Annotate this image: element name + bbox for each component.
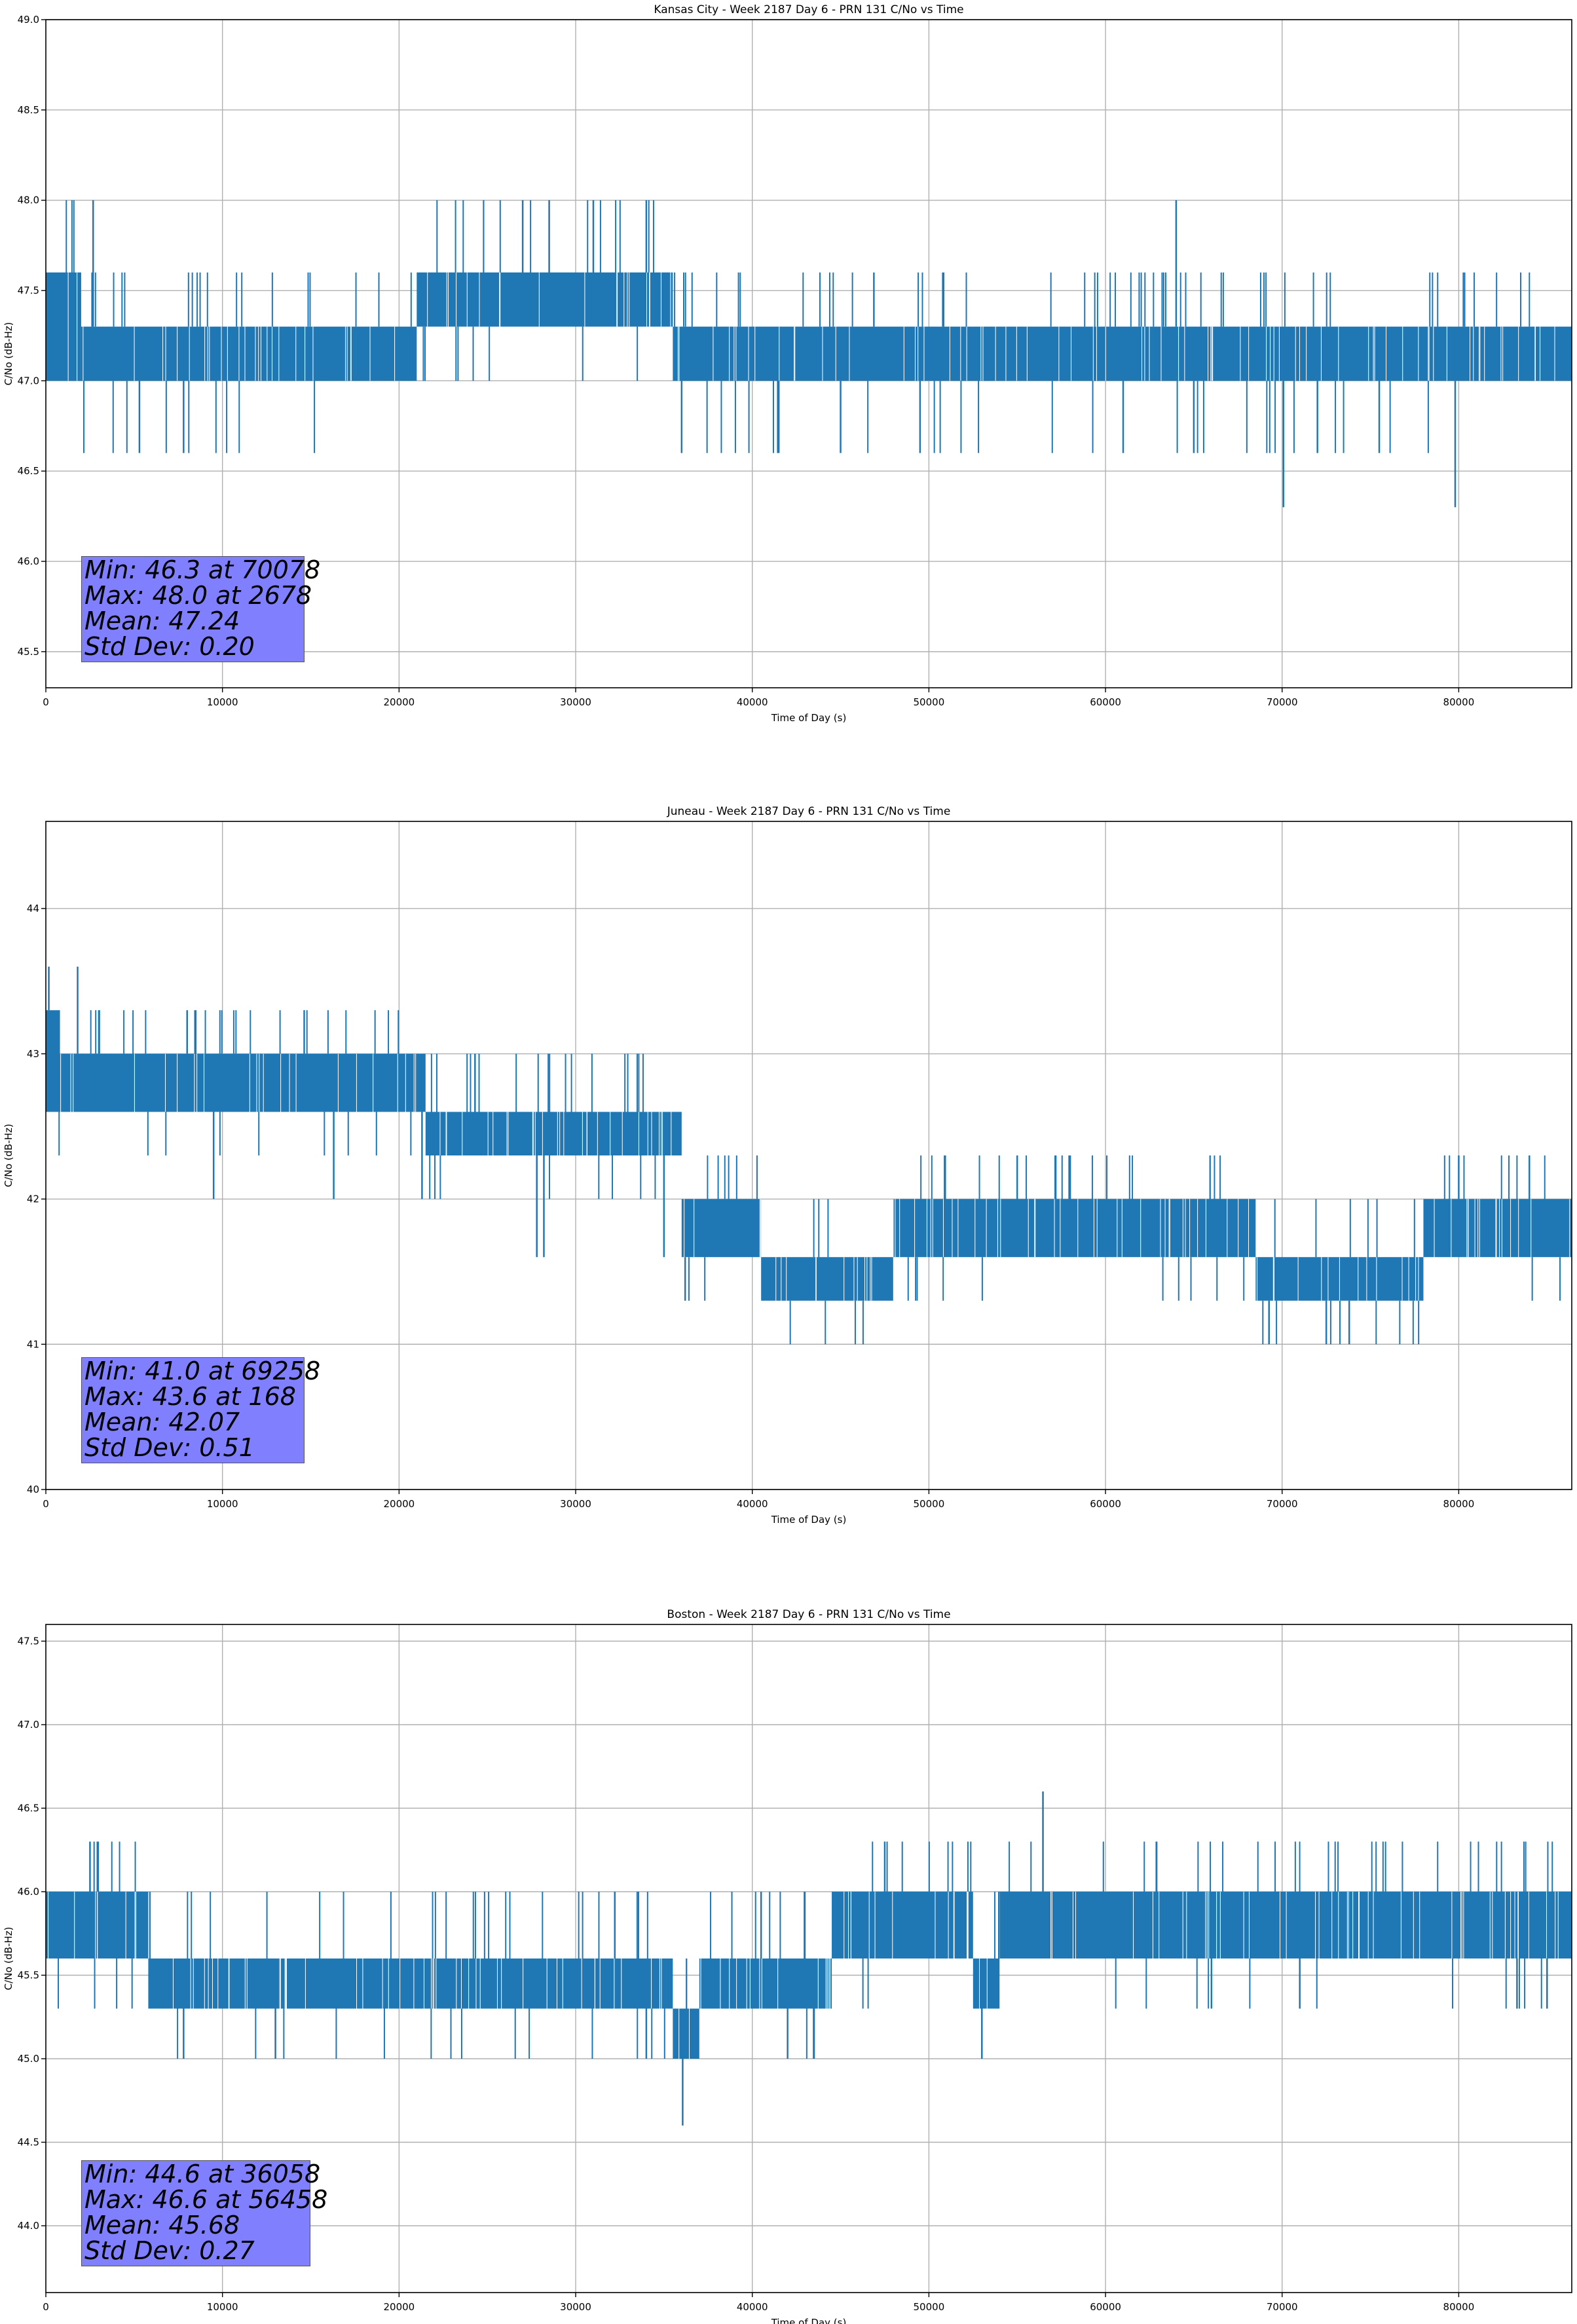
chart-panel-1: 0 10000 20000 30000 40000 50000 60000 70000 8000… xyxy=(3,805,1572,1526)
stats-max: Max: 43.6 at 168 xyxy=(84,1382,296,1411)
x-tick-label: 80000 xyxy=(1443,2301,1475,2313)
y-axis-label: C/No (dB-Hz) xyxy=(3,1124,14,1188)
x-tick-label: 70000 xyxy=(1267,2301,1298,2313)
stats-mean: Mean: 45.68 xyxy=(84,2211,240,2240)
y-tick-label: 46.5 xyxy=(18,465,39,477)
x-axis-label: Time of Day (s) xyxy=(771,2317,847,2324)
stats-std: Std Dev: 0.51 xyxy=(84,1433,255,1462)
data-band xyxy=(425,1112,682,1155)
y-tick-label: 47.0 xyxy=(18,375,39,386)
y-axis-label: C/No (dB-Hz) xyxy=(3,322,14,386)
data-band xyxy=(46,1010,60,1112)
stats-std: Std Dev: 0.20 xyxy=(84,632,255,661)
y-tick-label: 40 xyxy=(27,1484,39,1495)
y-tick-label: 47.5 xyxy=(18,285,39,297)
data-band xyxy=(1423,1199,1572,1258)
series-cno xyxy=(46,966,1572,1345)
stats-min: Min: 44.6 at 36058 xyxy=(84,2160,321,2188)
data-band xyxy=(681,1199,762,1258)
y-tick-label: 45.5 xyxy=(18,646,39,658)
data-band xyxy=(673,2008,699,2059)
plot-frame xyxy=(45,19,1572,688)
data-band xyxy=(60,1053,426,1112)
data-band xyxy=(832,1892,973,1959)
data-band xyxy=(417,272,673,327)
stats-box-juneau: Min: 41.0 at 69258 Max: 43.6 at 168 Mean… xyxy=(81,1357,321,1463)
data-band xyxy=(999,1892,1572,1959)
x-tick-label: 80000 xyxy=(1443,696,1475,708)
chart-title: Boston - Week 2187 Day 6 - PRN 131 C/No … xyxy=(667,1608,950,1621)
plot-frame xyxy=(45,821,1572,1490)
x-tick-label: 50000 xyxy=(914,1498,945,1510)
x-axis-label: Time of Day (s) xyxy=(771,712,847,724)
x-tick-label: 50000 xyxy=(914,2301,945,2313)
data-band xyxy=(673,326,1572,381)
y-tick-label: 41 xyxy=(27,1338,39,1350)
data-band xyxy=(46,272,81,381)
x-tick-label: 60000 xyxy=(1090,2301,1121,2313)
x-tick-label: 70000 xyxy=(1267,1498,1298,1510)
y-tick-label: 42 xyxy=(27,1193,39,1205)
x-tick-label: 10000 xyxy=(207,2301,238,2313)
y-tick-label: 48.5 xyxy=(18,104,39,116)
x-tick-label: 70000 xyxy=(1267,696,1298,708)
x-tick-label: 0 xyxy=(43,696,49,708)
x-tick-label: 30000 xyxy=(560,2301,591,2313)
y-tick-label: 43 xyxy=(27,1048,39,1060)
x-tick-label: 0 xyxy=(43,1498,49,1510)
chart-title: Kansas City - Week 2187 Day 6 - PRN 131 … xyxy=(654,3,963,16)
stats-max: Max: 48.0 at 2678 xyxy=(84,581,312,610)
stats-mean: Mean: 42.07 xyxy=(84,1408,240,1436)
stats-box-boston: Min: 44.6 at 36058 Max: 46.6 at 56458 Me… xyxy=(81,2160,328,2266)
x-tick-label: 40000 xyxy=(737,2301,768,2313)
data-band xyxy=(893,1199,1256,1258)
x-tick-label: 50000 xyxy=(914,696,945,708)
chart-panel-2: 0 10000 20000 30000 40000 50000 60000 70000 8000… xyxy=(3,1608,1572,2324)
y-tick-label: 47.5 xyxy=(18,1636,39,1647)
y-tick-label: 45.0 xyxy=(18,2053,39,2065)
data-band xyxy=(973,1959,1000,2009)
stats-min: Min: 46.3 at 70078 xyxy=(84,555,321,584)
data-band xyxy=(699,1959,832,2009)
x-tick-label: 40000 xyxy=(737,696,768,708)
x-tick-label: 20000 xyxy=(383,1498,415,1510)
y-tick-label: 45.5 xyxy=(18,1970,39,1981)
x-tick-label: 40000 xyxy=(737,1498,768,1510)
y-tick-label: 46.5 xyxy=(18,1803,39,1814)
series-cno xyxy=(46,1791,1572,2126)
stats-mean: Mean: 47.24 xyxy=(84,607,240,635)
plot-frame xyxy=(45,1624,1572,2293)
x-tick-label: 30000 xyxy=(560,1498,591,1510)
y-tick-label: 46.0 xyxy=(18,1886,39,1898)
x-tick-label: 80000 xyxy=(1443,1498,1475,1510)
y-tick-label: 49.0 xyxy=(18,14,39,26)
stats-max: Max: 46.6 at 56458 xyxy=(84,2185,328,2214)
stats-box-kansas-city: Min: 46.3 at 70078 Max: 48.0 at 2678 Mea… xyxy=(81,555,321,662)
y-tick-label: 44 xyxy=(27,903,39,914)
y-tick-label: 48.0 xyxy=(18,195,39,206)
chart-title: Juneau - Week 2187 Day 6 - PRN 131 C/No … xyxy=(667,805,951,818)
series-cno xyxy=(46,200,1572,508)
x-tick-label: 30000 xyxy=(560,696,591,708)
y-tick-label: 46.0 xyxy=(18,555,39,567)
data-band xyxy=(81,326,417,381)
stats-std: Std Dev: 0.27 xyxy=(84,2236,255,2265)
stats-min: Min: 41.0 at 69258 xyxy=(84,1357,321,1385)
x-tick-label: 10000 xyxy=(207,696,238,708)
y-tick-label: 47.0 xyxy=(18,1719,39,1731)
y-axis-label: C/No (dB-Hz) xyxy=(3,1927,14,1991)
x-tick-label: 20000 xyxy=(383,696,415,708)
x-axis-label: Time of Day (s) xyxy=(771,1514,847,1526)
y-tick-label: 44.0 xyxy=(18,2220,39,2232)
x-tick-label: 0 xyxy=(43,2301,49,2313)
data-band xyxy=(148,1959,673,2009)
x-tick-label: 60000 xyxy=(1090,1498,1121,1510)
x-tick-label: 10000 xyxy=(207,1498,238,1510)
x-tick-label: 20000 xyxy=(383,2301,415,2313)
x-tick-label: 60000 xyxy=(1090,696,1121,708)
y-tick-label: 44.5 xyxy=(18,2137,39,2148)
